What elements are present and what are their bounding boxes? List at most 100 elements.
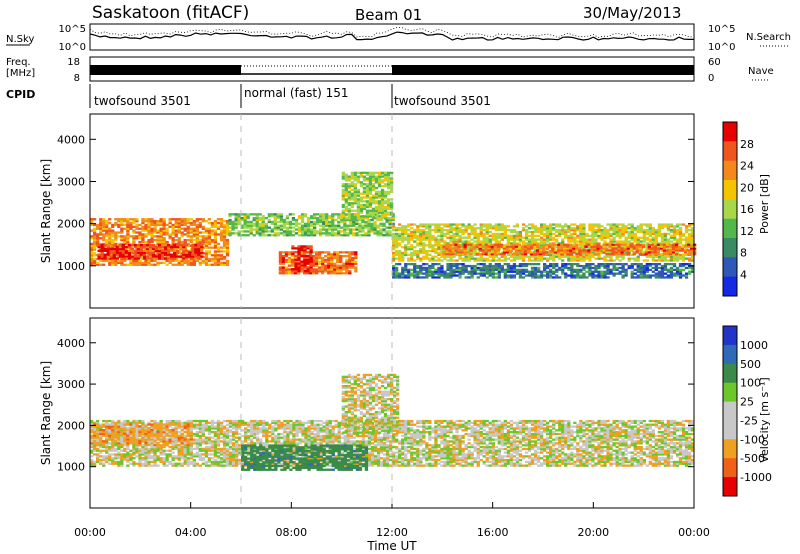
power-cell-2110 (377, 185, 382, 188)
power-cell-4505 (630, 276, 634, 279)
power-cell-774 (216, 250, 221, 253)
power-cell-2133 (380, 185, 385, 188)
power-cell-149 (114, 261, 118, 264)
power-cell-976 (158, 245, 162, 249)
nsky-frame (89, 23, 695, 51)
power-cell-718 (207, 257, 212, 261)
power-cell-4293 (515, 268, 520, 271)
power-cell-304 (138, 223, 142, 227)
power-cell-4033 (690, 245, 694, 248)
velocity-cell-179 (117, 421, 121, 424)
power-cell-4364 (552, 264, 556, 268)
power-cell-146 (111, 225, 115, 228)
power-cell-3769 (511, 243, 516, 246)
power-cell-1856 (306, 254, 310, 258)
power-cell-236 (129, 263, 133, 266)
power-cell-3841 (560, 243, 564, 246)
power-cell-3170 (588, 234, 592, 237)
power-cell-3825 (551, 247, 555, 250)
power-cell-4 (90, 256, 94, 259)
power-cell-3384 (633, 244, 637, 247)
power-cell-4230 (485, 268, 489, 271)
power-cell-769 (216, 261, 221, 264)
power-cell-2317 (416, 234, 420, 237)
power-cell-2924 (540, 246, 544, 249)
power-cell-2725 (497, 257, 501, 260)
power-cell-4195 (467, 270, 471, 273)
power-cell-1379 (334, 228, 338, 231)
power-cell-3311 (618, 242, 622, 245)
power-cell-2304 (413, 232, 417, 236)
velocity-cell-288 (135, 436, 139, 439)
power-cell-402 (153, 220, 157, 223)
power-cell-844 (97, 245, 101, 249)
power-cell-2931 (540, 230, 544, 234)
power-cell-895 (121, 253, 125, 256)
power-cell-4602 (678, 276, 683, 279)
power-cell-4032 (690, 247, 694, 250)
power-cell-317 (141, 233, 145, 236)
power-cell-4363 (552, 266, 556, 270)
power-cell-971 (158, 255, 162, 258)
power-cell-4479 (612, 268, 616, 271)
velocity-cell-208 (123, 444, 127, 447)
power-cell-2551 (461, 223, 465, 226)
power-cell-2128 (380, 196, 385, 199)
power-cell-1553 (278, 270, 283, 273)
power-cell-3269 (609, 234, 613, 237)
power-cell-2410 (434, 225, 438, 228)
power-cell-1675 (318, 268, 322, 271)
power-cell-2182 (390, 203, 394, 207)
power-cell-4055 (398, 274, 402, 277)
power-cell-4115 (428, 270, 432, 273)
power-cell-1043 (191, 244, 195, 247)
velocity-cell-227 (126, 445, 130, 449)
power-cell-3103 (576, 240, 580, 243)
power-cell-1004 (170, 245, 174, 249)
power-cell-238 (129, 259, 133, 263)
power-cell-636 (192, 231, 196, 234)
power-cell-2490 (452, 259, 456, 262)
power-cell-3909 (608, 245, 612, 248)
power-cell-710 (204, 237, 209, 240)
power-cell-1152 (258, 234, 262, 237)
power-cell-2102 (377, 205, 382, 209)
power-cell-4246 (491, 264, 495, 268)
power-cell-1238 (285, 217, 290, 220)
power-cell-3362 (627, 223, 631, 226)
power-cell-3003 (555, 234, 559, 237)
velocity-cell-79 (102, 445, 106, 449)
power-cell-1353 (325, 217, 329, 220)
power-cell-3989 (659, 243, 664, 246)
power-colorbar-tick-0: 4 (740, 268, 747, 281)
power-cell-2068 (371, 200, 376, 203)
power-cell-50 (96, 227, 100, 230)
power-cell-2123 (380, 205, 385, 209)
power-cell-4517 (636, 274, 640, 277)
power-cell-234 (126, 220, 130, 223)
power-cell-4020 (680, 247, 685, 250)
power-cell-1581 (284, 251, 289, 254)
power-cell-3645 (688, 232, 692, 236)
power-cell-801 (222, 263, 227, 266)
power-cell-4341 (543, 274, 547, 277)
power-cell-863 (106, 249, 110, 252)
power-cell-4619 (688, 270, 692, 273)
power-cell-3146 (582, 225, 586, 228)
power-cell-3735 (490, 251, 494, 254)
power-cell-4218 (479, 266, 483, 270)
power-cell-3105 (576, 234, 580, 237)
power-cell-4125 (431, 263, 435, 266)
power-cell-3917 (614, 251, 618, 254)
power-cell-1874 (341, 209, 345, 212)
power-cell-1175 (264, 228, 268, 231)
power-cell-2199 (392, 248, 396, 251)
power-cell-857 (103, 249, 107, 252)
power-cell-2722 (494, 225, 498, 228)
power-cell-2337 (419, 223, 423, 226)
power-cell-3772 (514, 249, 519, 252)
power-cell-2827 (518, 234, 523, 237)
velocity-cell-260 (132, 457, 136, 460)
power-cell-2814 (515, 232, 520, 236)
power-cell-1311 (313, 226, 317, 229)
